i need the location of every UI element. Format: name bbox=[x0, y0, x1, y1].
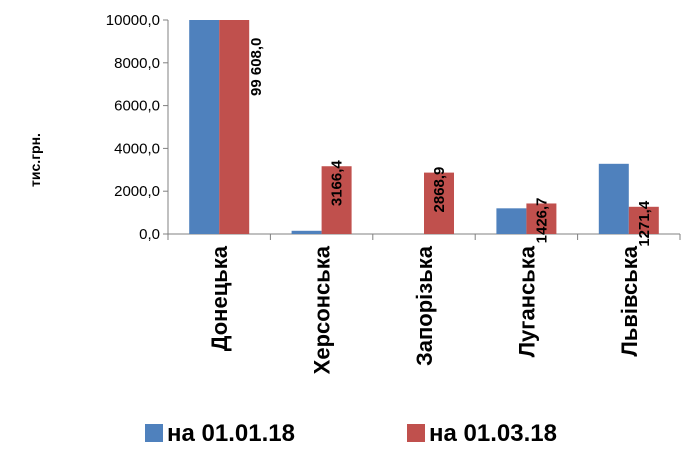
category-label: Львівська bbox=[617, 245, 642, 356]
data-label: 1271,4 bbox=[636, 200, 653, 247]
data-label: 1426,7 bbox=[533, 197, 550, 243]
bar bbox=[424, 172, 454, 234]
legend: на 01.01.18 на 01.03.18 bbox=[145, 420, 557, 447]
bar bbox=[628, 206, 659, 234]
y-tick-label: 6000,0 bbox=[114, 98, 160, 115]
data-label: 3166,4 bbox=[329, 160, 346, 207]
bar bbox=[321, 166, 352, 234]
bars bbox=[189, 20, 659, 234]
bar bbox=[291, 230, 322, 234]
bar bbox=[219, 20, 250, 234]
y-axis-label: тис.грн. bbox=[27, 133, 43, 187]
category-label: Херсонська bbox=[310, 245, 335, 374]
bar bbox=[526, 203, 557, 234]
data-label: 2868,9 bbox=[431, 167, 448, 213]
data-labels: 99 608,0 3166,4 2868,9 1426,7 1271,4 bbox=[248, 38, 653, 247]
y-tick-label: 8000,0 bbox=[114, 55, 160, 72]
y-tick-label: 10000,0 bbox=[106, 12, 160, 29]
legend-swatch bbox=[407, 424, 425, 442]
bar bbox=[598, 163, 629, 234]
bar bbox=[496, 208, 527, 234]
legend-label: на 01.03.18 bbox=[429, 420, 557, 447]
y-tick-label: 4000,0 bbox=[114, 140, 160, 157]
category-label: Луганська bbox=[514, 245, 539, 357]
legend-swatch bbox=[145, 424, 163, 442]
bar bbox=[189, 20, 220, 234]
y-tick-label: 0,0 bbox=[139, 226, 160, 243]
y-tick-label: 2000,0 bbox=[114, 183, 160, 200]
legend-label: на 01.01.18 bbox=[167, 420, 295, 447]
category-label: Донецька bbox=[207, 245, 232, 351]
axes: 0,0 2000,0 4000,0 6000,0 8000,0 10000,0 тис.гр… bbox=[27, 12, 681, 374]
category-label: Запорізька bbox=[412, 245, 437, 366]
data-label: 99 608,0 bbox=[248, 38, 265, 96]
